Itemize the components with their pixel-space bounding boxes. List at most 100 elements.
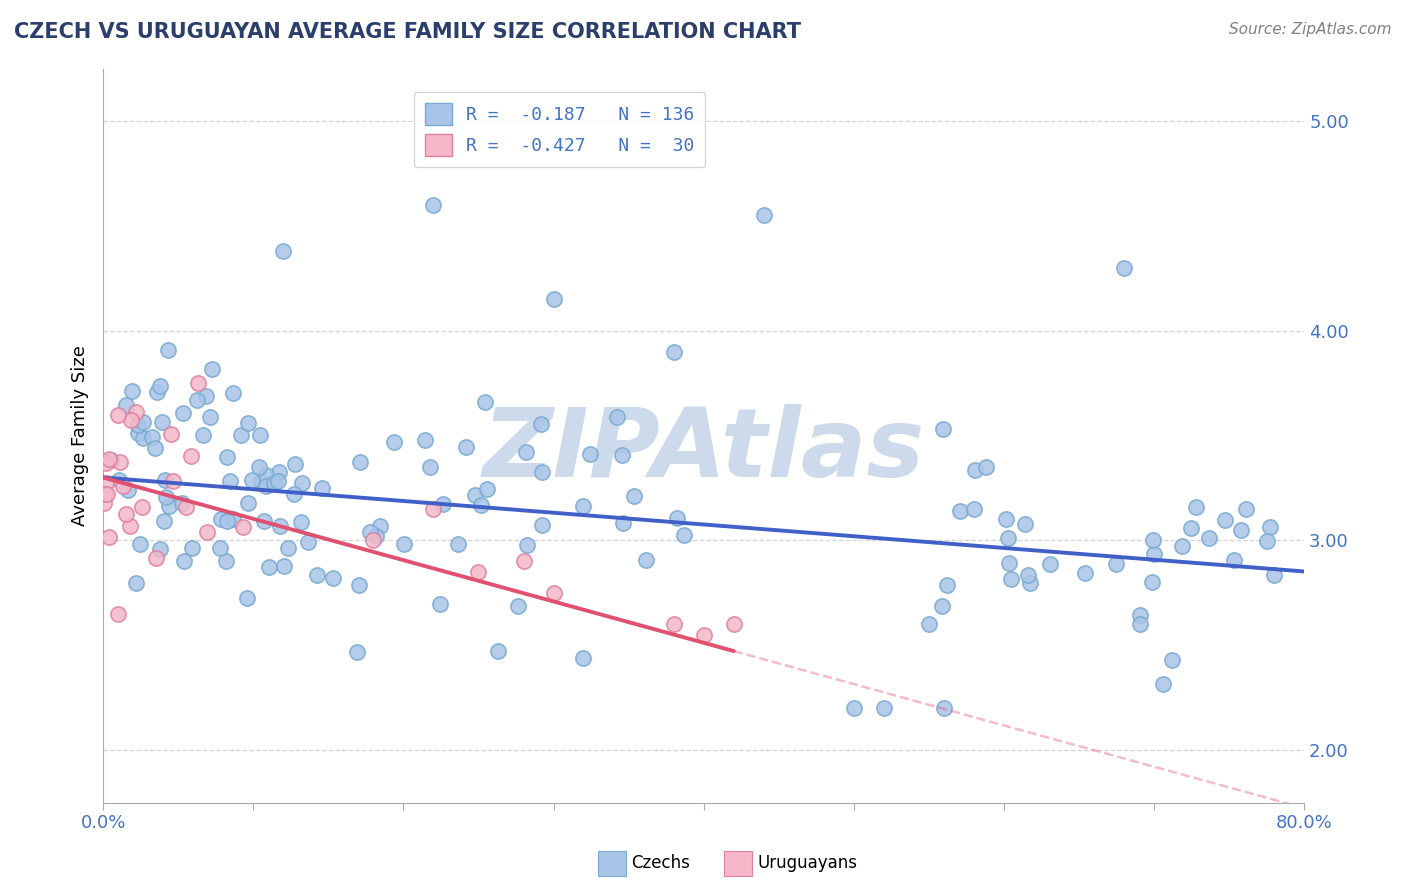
Point — [382, 435, 405, 450]
Point — [349, 578, 371, 592]
Point — [842, 701, 865, 715]
Point — [634, 552, 657, 566]
Point — [129, 537, 152, 551]
Point — [392, 537, 415, 551]
Point — [111, 479, 134, 493]
Point — [215, 450, 238, 464]
Point — [209, 541, 232, 556]
Point — [692, 628, 714, 642]
Point — [110, 455, 132, 469]
Point — [170, 496, 193, 510]
Point — [1014, 516, 1036, 531]
Point — [530, 417, 553, 431]
Point — [1142, 533, 1164, 548]
Point — [267, 474, 290, 488]
Point — [257, 560, 280, 574]
Point — [1112, 260, 1135, 275]
Point — [470, 499, 492, 513]
Point — [349, 455, 371, 469]
Point — [432, 497, 454, 511]
Point — [98, 451, 121, 466]
Point — [160, 427, 183, 442]
Point — [1263, 568, 1285, 582]
Point — [1152, 676, 1174, 690]
Point — [180, 449, 202, 463]
Point — [413, 433, 436, 447]
Point — [273, 558, 295, 573]
Point — [197, 524, 219, 539]
Point — [115, 508, 138, 522]
Point — [447, 537, 470, 551]
Point — [201, 362, 224, 376]
Point — [579, 447, 602, 461]
Point — [198, 409, 221, 424]
Point — [1000, 572, 1022, 586]
Point — [132, 431, 155, 445]
Point — [363, 533, 385, 548]
Point — [215, 554, 238, 568]
Point — [572, 499, 595, 513]
Point — [186, 392, 208, 407]
Point — [1105, 557, 1128, 571]
Point — [723, 617, 745, 632]
Text: ZIPAtlas: ZIPAtlas — [482, 404, 925, 497]
Point — [1017, 568, 1039, 582]
Point — [1140, 574, 1163, 589]
Point — [307, 568, 329, 582]
Point — [662, 344, 685, 359]
Point — [419, 459, 441, 474]
Point — [236, 496, 259, 510]
Point — [612, 516, 634, 531]
Point — [994, 512, 1017, 526]
Point — [209, 512, 232, 526]
Point — [94, 476, 117, 491]
Point — [1234, 502, 1257, 516]
Point — [949, 504, 972, 518]
Point — [125, 405, 148, 419]
Point — [932, 422, 955, 436]
Point — [229, 428, 252, 442]
Point — [249, 428, 271, 442]
Point — [346, 644, 368, 658]
Point — [543, 292, 565, 306]
Point — [530, 517, 553, 532]
Point — [120, 413, 142, 427]
Point — [873, 701, 896, 715]
Point — [162, 474, 184, 488]
Point — [132, 415, 155, 429]
Point — [290, 476, 312, 491]
Point — [172, 406, 194, 420]
Point — [176, 500, 198, 514]
Point — [143, 441, 166, 455]
Text: Source: ZipAtlas.com: Source: ZipAtlas.com — [1229, 22, 1392, 37]
Point — [277, 541, 299, 556]
Point — [516, 537, 538, 551]
Point — [572, 651, 595, 665]
Point — [93, 496, 115, 510]
Point — [422, 502, 444, 516]
Point — [488, 644, 510, 658]
Point — [475, 482, 498, 496]
Point — [965, 463, 987, 477]
Point — [935, 578, 957, 592]
Legend: R =  -0.187   N = 136, R =  -0.427   N =  30: R = -0.187 N = 136, R = -0.427 N = 30 — [413, 92, 706, 167]
Point — [236, 591, 259, 606]
Point — [145, 551, 167, 566]
Point — [1038, 558, 1060, 572]
Point — [752, 208, 775, 222]
Point — [422, 198, 444, 212]
Point — [932, 701, 955, 715]
Point — [254, 479, 277, 493]
Point — [97, 530, 120, 544]
Point — [974, 459, 997, 474]
Point — [429, 597, 451, 611]
Point — [1185, 500, 1208, 514]
Point — [195, 389, 218, 403]
Point — [665, 511, 688, 525]
Point — [297, 534, 319, 549]
Point — [153, 514, 176, 528]
Point — [1129, 616, 1152, 631]
Point — [240, 473, 263, 487]
Point — [456, 441, 478, 455]
Point — [512, 554, 534, 568]
